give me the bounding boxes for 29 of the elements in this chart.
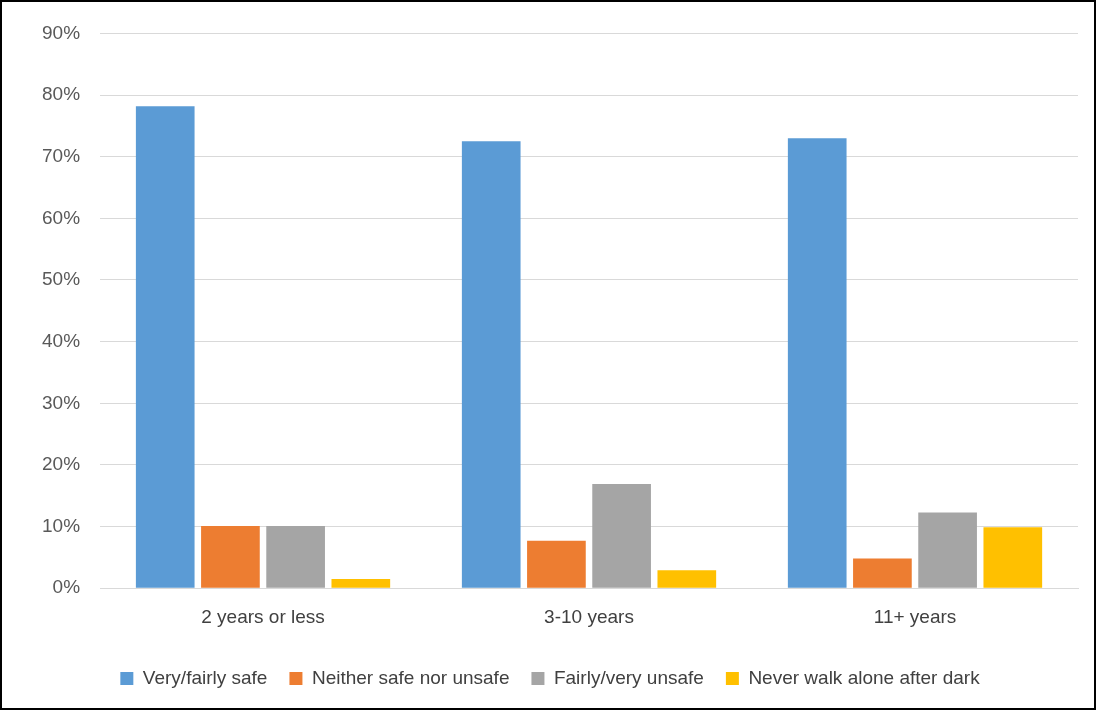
- legend-label: Never walk alone after dark: [748, 666, 981, 688]
- y-tick-label: 50%: [42, 268, 81, 290]
- bar: [527, 540, 586, 588]
- x-tick-label: 3-10 years: [544, 605, 634, 627]
- y-tick-label: 10%: [42, 514, 81, 536]
- legend-label: Very/fairly safe: [142, 666, 268, 688]
- bar: [787, 138, 847, 588]
- bar: [266, 525, 325, 588]
- legend-label: Fairly/very unsafe: [553, 666, 704, 688]
- y-tick-label: 70%: [42, 144, 81, 166]
- bar: [983, 527, 1043, 588]
- x-tick-label: 2 years or less: [201, 605, 325, 627]
- y-tick-label: 0%: [52, 576, 81, 598]
- bar: [657, 570, 717, 588]
- x-tick-label: 11+ years: [873, 605, 957, 627]
- bar: [135, 106, 195, 588]
- y-tick-label: 90%: [42, 21, 81, 43]
- bar: [918, 512, 977, 588]
- bar: [461, 141, 521, 588]
- y-tick-label: 80%: [42, 83, 81, 105]
- y-tick-label: 40%: [42, 329, 81, 351]
- bar: [592, 484, 651, 588]
- bar: [853, 558, 912, 588]
- legend-label: Neither safe nor unsafe: [311, 666, 510, 688]
- y-tick-label: 20%: [42, 453, 81, 475]
- y-tick-label: 30%: [42, 391, 81, 413]
- bar: [201, 525, 260, 588]
- bar: [331, 578, 391, 588]
- y-tick-label: 60%: [42, 206, 81, 228]
